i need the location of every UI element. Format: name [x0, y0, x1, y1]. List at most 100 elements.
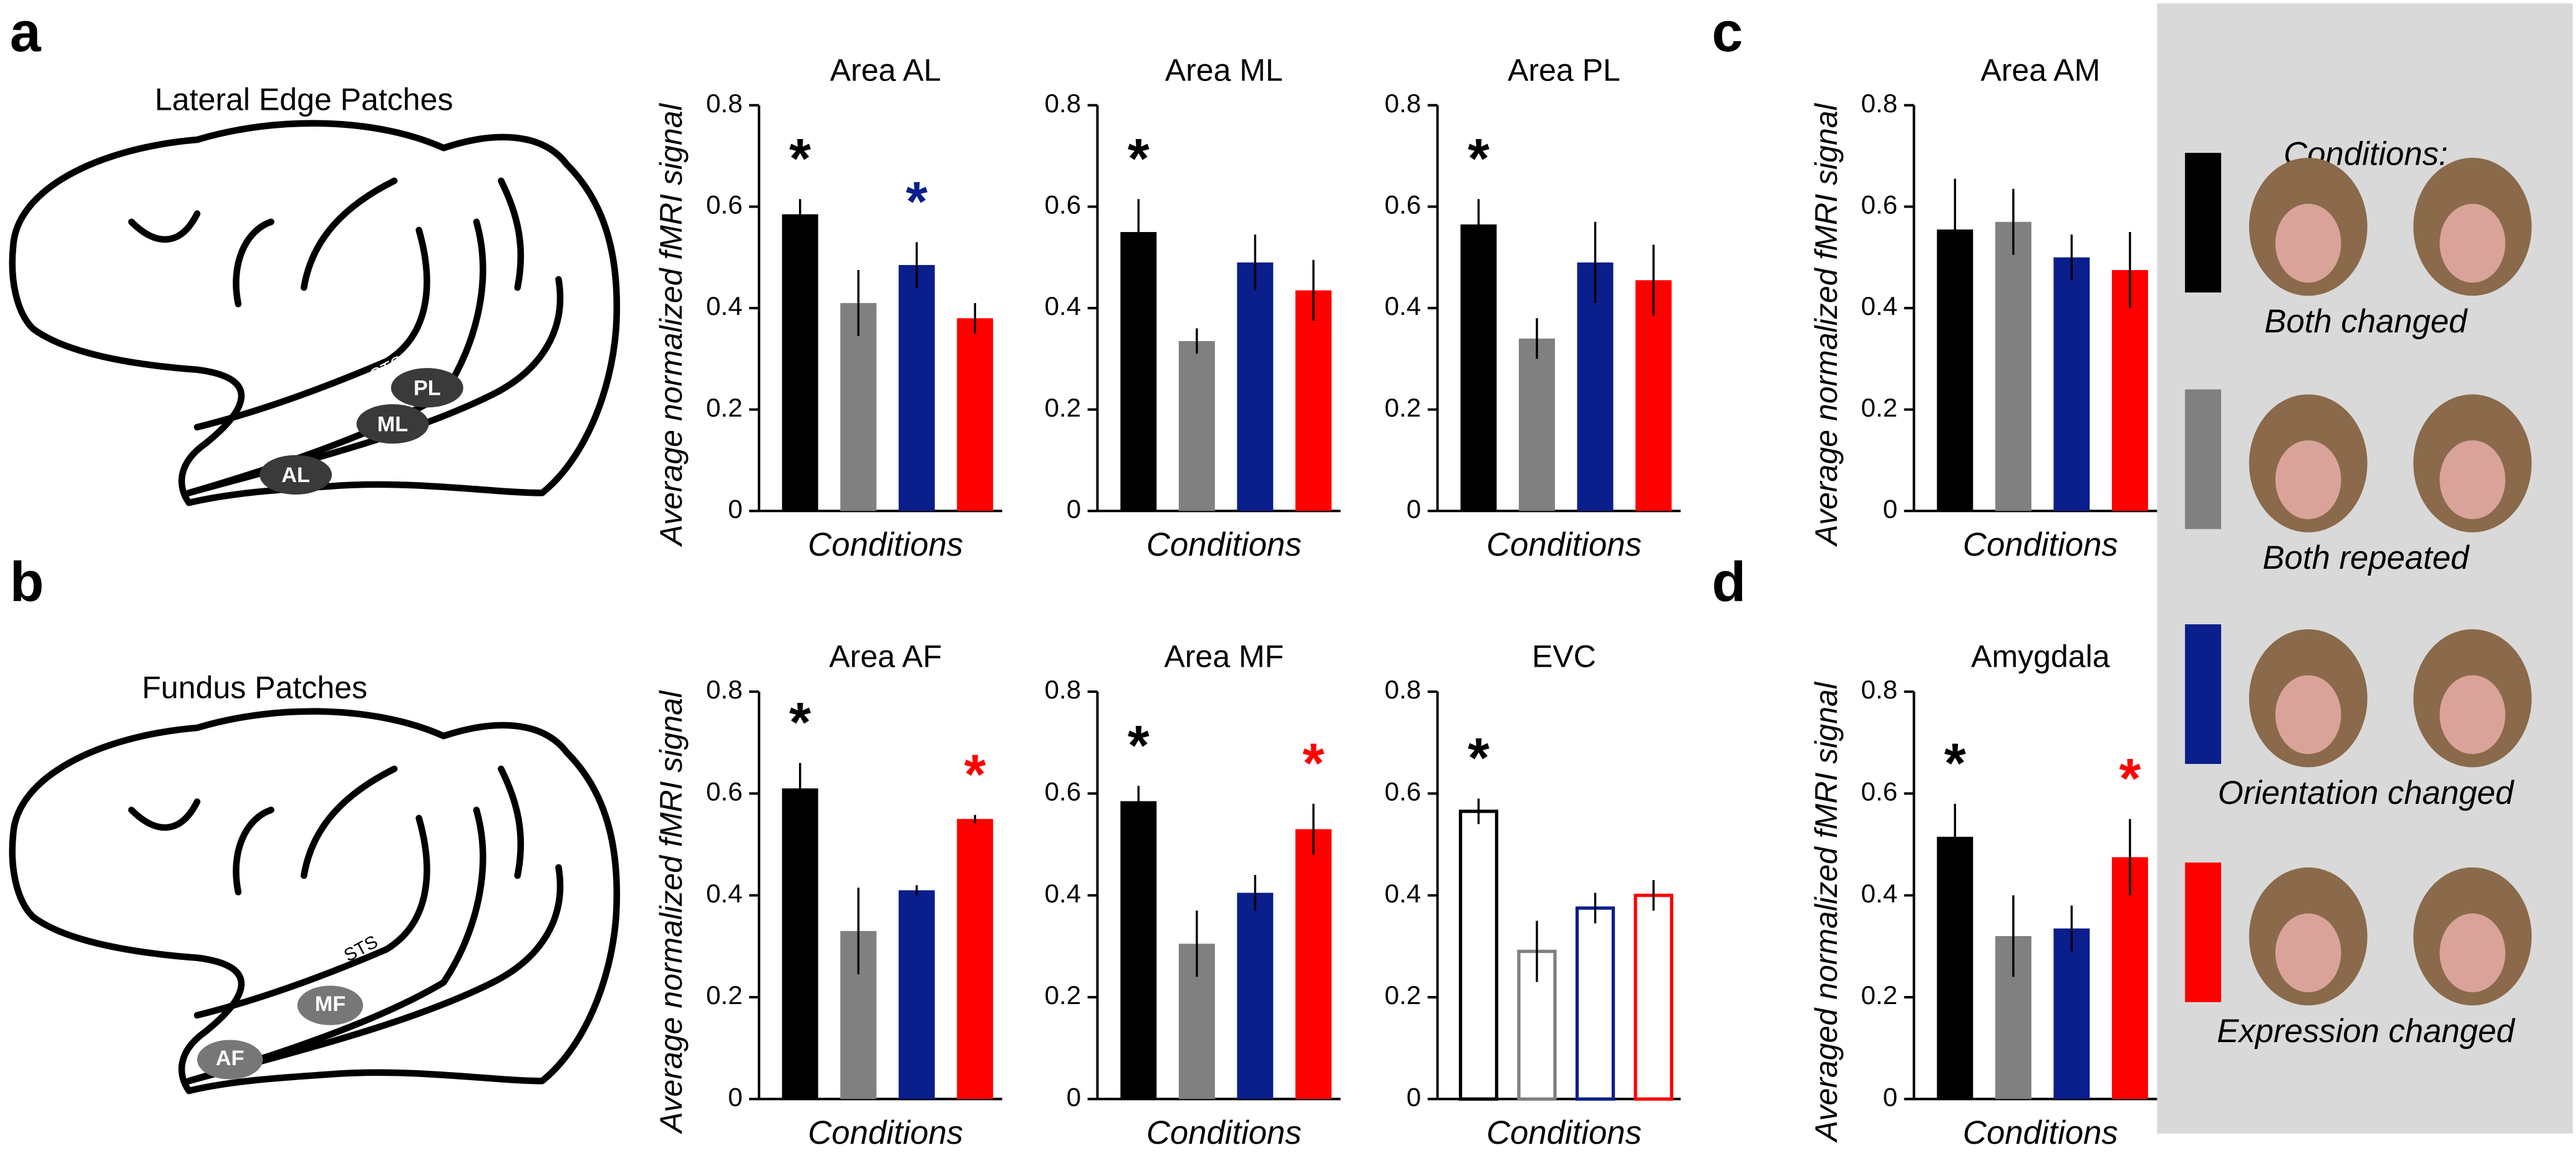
sulcus [233, 806, 274, 896]
y-tick-label: 0.8 [1045, 89, 1082, 118]
patch [259, 455, 332, 495]
y-tick-label: 0.2 [1385, 393, 1421, 422]
sulcus [233, 218, 274, 307]
x-axis-label: Conditions [1146, 1114, 1302, 1151]
bar [1120, 232, 1157, 511]
patch-label: ML [377, 412, 408, 436]
y-tick-label: 0 [1407, 1082, 1421, 1111]
y-tick-label: 0.8 [1385, 675, 1421, 704]
patch [297, 985, 364, 1025]
y-tick-label: 0.4 [1861, 879, 1898, 908]
legend-label: Both changed [2264, 303, 2468, 340]
y-tick-label: 0.2 [1045, 393, 1082, 422]
y-axis-label: Average normalized fMRI signal [654, 690, 689, 1134]
legend-label: Orientation changed [2218, 775, 2515, 811]
chart-title: Area ML [1165, 52, 1283, 87]
chart-title: Area AL [830, 52, 941, 87]
chart-title: Amygdala [1971, 639, 2110, 674]
y-tick-label: 0.2 [706, 393, 743, 422]
bar [898, 264, 935, 511]
legend-swatch [2185, 624, 2222, 764]
diagram-title: Fundus Patches [142, 670, 367, 705]
chart: 0 0.2 0.4 0.6 0.8 Area ML Conditions * [1045, 52, 1341, 563]
monkey-muzzle [2439, 203, 2506, 283]
legend-label: Expression changed [2217, 1013, 2515, 1050]
y-tick-label: 0 [1883, 1082, 1897, 1111]
y-tick-label: 0.4 [706, 879, 743, 908]
brain-fundus [9, 708, 621, 1095]
bar [1995, 221, 2031, 511]
x-axis-label: Conditions [808, 1114, 963, 1151]
brain-outline [9, 708, 621, 1095]
y-tick-label: 0.4 [706, 291, 743, 321]
y-axis-label: Averaged normalized fMRI signal [1809, 681, 1844, 1143]
y-tick-label: 0.8 [706, 89, 743, 118]
monkey-muzzle [2439, 675, 2506, 755]
significance-star: * [789, 127, 811, 190]
legend-swatch [2185, 389, 2222, 529]
y-tick-label: 0.4 [1385, 879, 1421, 908]
bar [1458, 809, 1499, 1101]
chart: 0 0.2 0.4 0.6 0.8 Amygdala Conditions Averaged … [1809, 639, 2157, 1151]
y-tick-label: 0.4 [1045, 879, 1082, 908]
panel-label: b [10, 551, 44, 613]
significance-star: * [1302, 732, 1324, 794]
bar [957, 819, 994, 1099]
monkey-muzzle [2439, 440, 2506, 520]
bar [1634, 894, 1673, 1101]
bar [1577, 262, 1614, 511]
monkey-muzzle [2275, 440, 2341, 520]
sulcus [185, 276, 564, 496]
x-axis-label: Conditions [1486, 1114, 1642, 1151]
chart-title: Area MF [1164, 639, 1284, 674]
significance-star: * [1468, 727, 1489, 789]
brain-diagrams [9, 120, 621, 1095]
y-tick-label: 0.2 [706, 980, 743, 1010]
significance-star: * [2119, 747, 2141, 809]
y-tick-label: 0.4 [1861, 291, 1898, 321]
y-axis-label: Average normalized fMRI signal [654, 102, 689, 547]
bar [1519, 338, 1556, 511]
monkey-muzzle [2275, 203, 2341, 283]
bar [782, 214, 818, 511]
patch [356, 404, 429, 444]
chart-title: Area PL [1508, 52, 1620, 87]
y-tick-label: 0.6 [1861, 190, 1898, 220]
sulcus [498, 177, 525, 291]
sulcus [185, 806, 487, 1085]
chart: 0 0.2 0.4 0.6 0.8 Area MF Conditions * * [1045, 639, 1341, 1151]
patch [197, 1040, 263, 1080]
bar [1295, 290, 1332, 511]
patch-label: PL [414, 376, 441, 400]
bar [840, 302, 877, 511]
y-tick-label: 0.6 [1045, 776, 1082, 806]
monkey-muzzle [2275, 913, 2341, 993]
significance-star: * [1128, 127, 1150, 190]
bar [2053, 257, 2090, 511]
y-tick-label: 0.8 [1045, 675, 1082, 704]
sulcus [498, 765, 525, 879]
monkey-muzzle [2439, 913, 2506, 993]
y-tick-label: 0.6 [1045, 190, 1082, 220]
patch-label: MF [315, 992, 346, 1016]
bar [1178, 341, 1215, 511]
y-tick-label: 0.2 [1045, 980, 1082, 1010]
y-tick-label: 0.4 [1385, 291, 1421, 321]
bar [782, 788, 818, 1099]
significance-star: * [1128, 714, 1150, 776]
y-axis-label: Average normalized fMRI signal [1809, 102, 1844, 547]
x-axis-label: Conditions [1486, 526, 1642, 563]
y-tick-label: 0.6 [706, 776, 743, 806]
sulcus [128, 798, 201, 831]
patch-label: AF [216, 1046, 245, 1070]
patch-label: AL [281, 463, 310, 487]
sulcus [301, 765, 398, 879]
y-tick-label: 0.8 [1861, 89, 1898, 118]
bar [1937, 836, 1973, 1099]
chart: 0 0.2 0.4 0.6 0.8 Area AF Conditions Average no… [654, 639, 1002, 1151]
chart: 0 0.2 0.4 0.6 0.8 EVC Conditions * [1385, 639, 1681, 1151]
legend-swatch [2185, 153, 2222, 293]
monkey-muzzle [2275, 675, 2341, 755]
